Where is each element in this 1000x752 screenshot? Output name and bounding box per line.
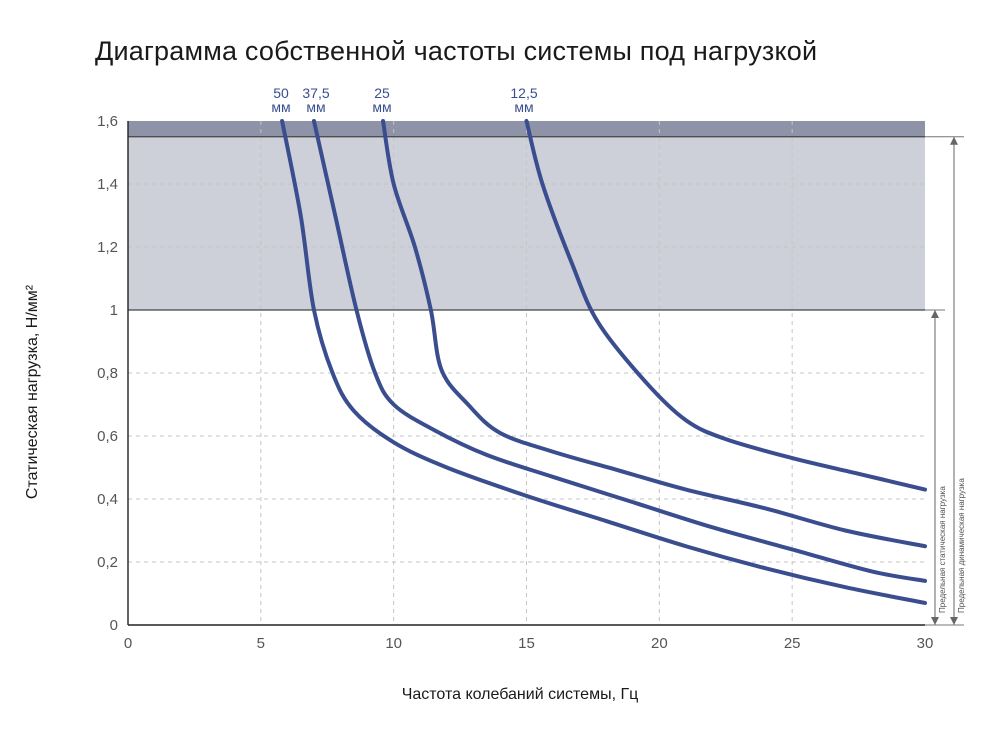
x-tick-label-3: 15 xyxy=(518,635,535,652)
y-tick-label-0: 0 xyxy=(110,617,118,634)
series-unit-label-3: мм xyxy=(372,99,391,115)
series-label-3: 25 xyxy=(374,85,390,101)
y-tick-label-6: 1,2 xyxy=(97,239,118,256)
series-label-4: 12,5 xyxy=(510,85,537,101)
y-tick-label-4: 0,8 xyxy=(97,365,118,382)
series-unit-label-2: мм xyxy=(306,99,325,115)
series-label-2: 37,5 xyxy=(302,85,329,101)
y-tick-label-8: 1,6 xyxy=(97,113,118,130)
range-annotation-label-1: Предельная статическая нагрузка xyxy=(938,486,947,613)
series-line-1 xyxy=(280,119,927,605)
x-tick-label-6: 30 xyxy=(917,635,934,652)
y-tick-label-2: 0,4 xyxy=(97,491,118,508)
series-line-3 xyxy=(381,119,927,549)
series-label-1: 50 xyxy=(273,85,289,101)
y-tick-label-7: 1,4 xyxy=(97,176,118,193)
x-tick-label-2: 10 xyxy=(385,635,402,652)
y-tick-label-5: 1 xyxy=(110,302,118,319)
series-line-2 xyxy=(311,119,927,583)
range-annotation-label-2: Предельная динамическая нагрузка xyxy=(957,478,966,613)
series-unit-label-1: мм xyxy=(271,99,290,115)
range-arrow-head-bottom-2 xyxy=(950,617,958,625)
x-tick-label-0: 0 xyxy=(124,635,132,652)
series-line-4 xyxy=(524,119,927,492)
x-tick-label-1: 5 xyxy=(257,635,265,652)
range-arrow-head-bottom-1 xyxy=(931,617,939,625)
y-tick-label-3: 0,6 xyxy=(97,428,118,445)
x-tick-label-5: 25 xyxy=(784,635,801,652)
range-arrow-head-top-2 xyxy=(950,136,958,145)
range-arrow-head-top-1 xyxy=(931,310,939,318)
series-unit-label-4: мм xyxy=(514,99,533,115)
y-tick-label-1: 0,2 xyxy=(97,554,118,571)
chart-title: Диаграмма собственной частоты системы по… xyxy=(95,36,818,66)
x-tick-label-4: 20 xyxy=(651,635,668,652)
x-axis-label: Частота колебаний системы, Гц xyxy=(401,686,639,703)
